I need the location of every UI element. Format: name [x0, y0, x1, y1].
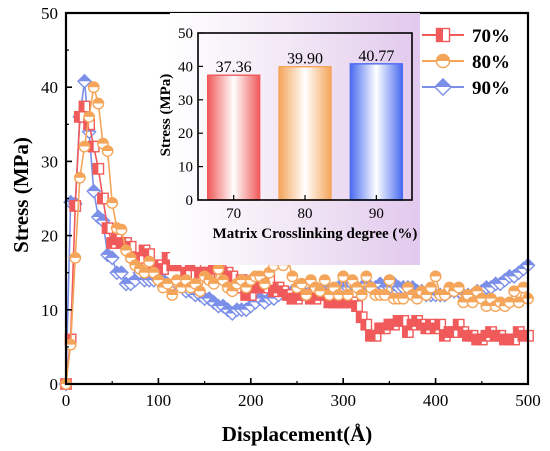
data-point	[258, 277, 271, 290]
data-point	[425, 281, 437, 294]
data-point	[106, 197, 119, 209]
legend: 70% 80% 90%	[422, 26, 510, 99]
legend-label: 70%	[472, 26, 510, 47]
data-point	[503, 296, 516, 309]
data-point	[332, 289, 345, 301]
legend-label: 80%	[472, 52, 510, 73]
bar-value-label: 39.90	[287, 51, 323, 68]
data-point	[78, 100, 91, 113]
bar-70	[206, 74, 261, 201]
x-tick-label: 300	[330, 391, 356, 410]
data-point	[101, 145, 114, 157]
series-80pct	[60, 81, 534, 390]
x-tick-label: 200	[238, 391, 264, 410]
data-point	[83, 110, 96, 123]
data-point	[87, 81, 100, 94]
data-point	[166, 289, 179, 301]
data-point	[212, 263, 225, 275]
data-point	[429, 270, 442, 283]
inset-y-tick-label: 20	[178, 126, 193, 142]
inset-y-tick-label: 10	[178, 160, 193, 176]
inset-y-tick-label: 0	[186, 193, 194, 209]
data-point	[318, 274, 331, 287]
x-tick-label: 500	[515, 391, 541, 410]
y-tick-label: 30	[41, 152, 58, 171]
data-point	[383, 274, 396, 287]
data-point	[295, 277, 308, 290]
legend-item-70pct: 70%	[422, 26, 510, 47]
inset-y-tick-label: 40	[178, 59, 193, 75]
inset-y-axis-title: Stress (MPa)	[158, 74, 174, 157]
x-tick-label: 100	[146, 391, 172, 410]
x-tick-label: 0	[62, 391, 71, 410]
data-point	[355, 289, 368, 301]
main-series-group	[58, 73, 536, 392]
data-point	[286, 270, 299, 283]
data-point	[341, 289, 354, 301]
inset-bars: 37.36 39.90 40.77	[206, 48, 404, 201]
data-point	[194, 285, 206, 298]
inset-x-tick-label: 70	[226, 206, 241, 222]
data-point	[360, 270, 373, 283]
legend-marker	[435, 53, 451, 69]
y-tick-label: 0	[50, 375, 59, 394]
inset-axes: 0 10 20 30 40 50 70 80 90	[178, 26, 413, 222]
bar-value-label: 37.36	[216, 59, 252, 76]
data-point	[69, 251, 82, 264]
legend-item-80pct: 80%	[422, 52, 510, 73]
inset-x-tick-label: 90	[369, 206, 384, 222]
legend-marker	[433, 77, 453, 97]
legend-label: 90%	[472, 78, 510, 99]
data-point	[104, 250, 120, 266]
data-point	[351, 300, 363, 312]
legend-item-90pct: 90%	[422, 77, 510, 99]
data-point	[92, 97, 105, 110]
inset-y-tick-label: 30	[178, 93, 193, 109]
legend-marker	[435, 27, 451, 43]
data-point	[73, 171, 86, 184]
data-point	[115, 223, 128, 236]
bar-90	[349, 63, 404, 201]
data-point	[78, 140, 91, 153]
data-point	[300, 289, 313, 301]
x-tick-label: 400	[423, 391, 449, 410]
data-point	[452, 281, 465, 294]
y-tick-label: 40	[41, 78, 58, 97]
y-tick-label: 50	[41, 4, 58, 23]
data-point	[86, 183, 102, 199]
bar-value-label: 40.77	[358, 48, 394, 65]
data-point	[113, 265, 129, 281]
inset-y-tick-label: 50	[178, 26, 193, 42]
data-point	[92, 162, 105, 175]
inset-x-axis-title: Matrix Crosslinking degree (%)	[213, 226, 418, 242]
x-axis-title: Displacement(Å)	[222, 422, 372, 446]
data-point	[360, 318, 373, 331]
y-axis-title: Stress (MPa)	[9, 137, 33, 253]
data-point	[138, 266, 151, 279]
y-tick-label: 10	[41, 301, 58, 320]
bar-80	[278, 66, 332, 201]
inset-x-tick-label: 80	[298, 206, 313, 222]
inset-bar-chart: 37.36 39.90 40.77 0 10 20 30 40 50 70 80 90 Stress…	[158, 13, 420, 265]
data-point	[76, 73, 92, 89]
data-point	[143, 255, 156, 268]
data-point	[69, 200, 82, 212]
data-point	[97, 192, 109, 205]
data-point	[466, 296, 479, 309]
y-tick-label: 20	[41, 227, 58, 246]
data-point	[434, 318, 447, 331]
